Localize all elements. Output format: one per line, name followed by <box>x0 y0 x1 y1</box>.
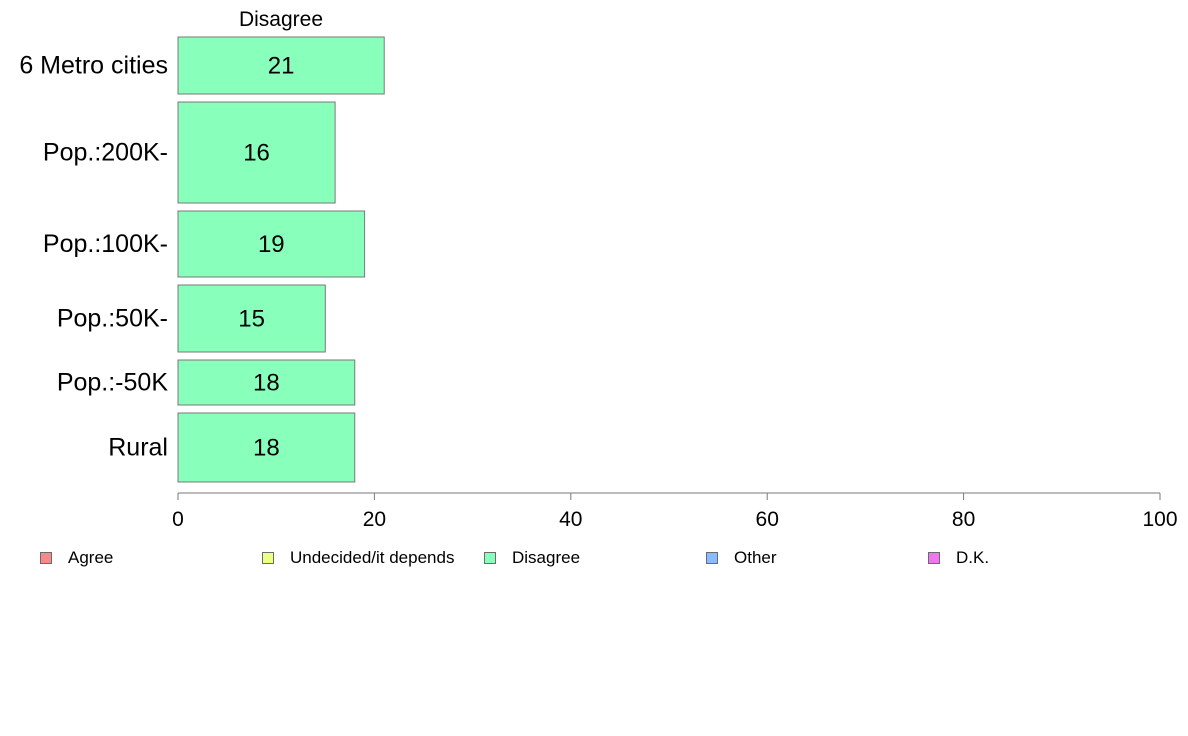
x-tick-label: 80 <box>952 508 975 531</box>
bar-pop-100k <box>177 210 366 278</box>
legend-label-dk: D.K. <box>956 548 990 567</box>
x-tick-label: 100 <box>1142 508 1177 531</box>
legend-swatch-other <box>706 552 718 564</box>
legend-label-disagree: Disagree <box>512 548 581 567</box>
bar-value-label: 16 <box>243 140 270 167</box>
legend-item-agree: Agree <box>40 548 113 568</box>
legend-label-undecided: Undecided/it depends <box>290 548 455 567</box>
bar-rural <box>177 412 356 483</box>
legend-item-other: Other <box>706 548 777 568</box>
x-tick-label: 60 <box>756 508 779 531</box>
legend-swatch-disagree <box>484 552 496 564</box>
bar-value-label: 18 <box>253 370 280 397</box>
category-label: Pop.:-50K <box>57 369 169 397</box>
bar-value-label: 19 <box>258 231 285 258</box>
x-tick-label: 0 <box>172 508 184 531</box>
bar-pop-50k <box>177 284 326 353</box>
legend-swatch-agree <box>40 552 52 564</box>
category-label: 6 Metro cities <box>19 52 168 80</box>
legend-swatch-dk <box>928 552 940 564</box>
bar-6-metro-cities <box>177 36 385 95</box>
category-label: Rural <box>108 434 168 462</box>
bar-pop-50k <box>177 359 356 406</box>
legend: Agree Undecided/it depends Disagree Othe… <box>0 548 1188 570</box>
bars-layer: 21 6 Metro cities 16 Pop.:200K- 19 Pop.:100K-… <box>19 36 385 483</box>
category-label: Pop.:200K- <box>43 139 168 167</box>
x-tick-label: 20 <box>363 508 386 531</box>
category-label: Pop.:100K- <box>43 230 168 258</box>
legend-item-disagree: Disagree <box>484 548 580 568</box>
bar-value-label: 18 <box>253 435 280 462</box>
bar-value-label: 15 <box>238 306 265 333</box>
chart-title: Disagree <box>239 8 323 31</box>
bar-value-label: 21 <box>268 53 295 80</box>
legend-item-dk: D.K. <box>928 548 989 568</box>
legend-swatch-undecided <box>262 552 274 564</box>
legend-item-undecided: Undecided/it depends <box>262 548 454 568</box>
bar-pop-200k <box>177 101 336 204</box>
category-label: Pop.:50K- <box>57 305 168 333</box>
x-axis: 0 20 40 60 80 100 <box>172 492 1178 531</box>
x-tick-label: 40 <box>559 508 582 531</box>
legend-label-other: Other <box>734 548 777 567</box>
legend-label-agree: Agree <box>68 548 114 567</box>
